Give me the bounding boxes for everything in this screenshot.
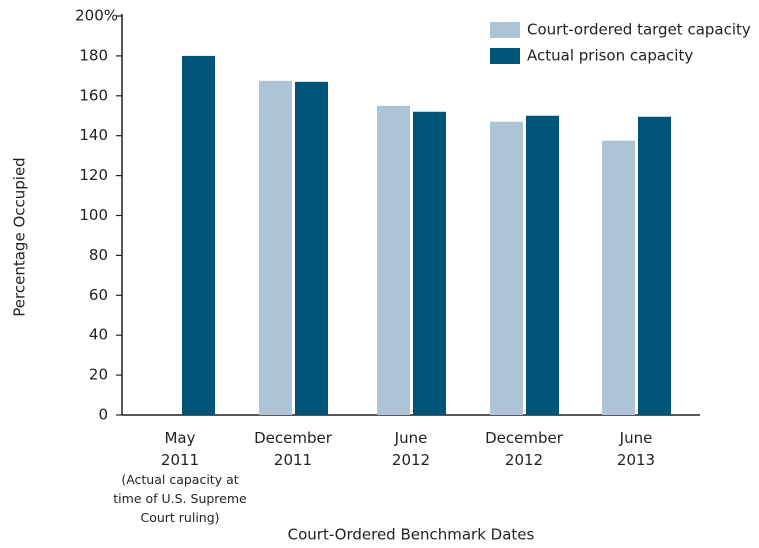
legend-swatch: [490, 48, 520, 64]
bar: [295, 81, 328, 416]
bar: [638, 116, 671, 415]
x-tick-label: December 2011: [254, 429, 333, 469]
bar: [259, 80, 292, 416]
bar: [490, 121, 523, 416]
y-tick-label: 100: [79, 206, 108, 224]
legend-swatch: [490, 22, 520, 38]
legend-label: Court-ordered target capacity: [527, 21, 751, 39]
x-axis-label: Court-Ordered Benchmark Dates: [288, 526, 535, 544]
legend-label: Actual prison capacity: [527, 47, 693, 65]
y-tick-label: 20: [89, 366, 108, 384]
x-tick-label: May 2011: [161, 429, 199, 469]
y-tick-label: 60: [89, 286, 108, 304]
bar: [602, 140, 635, 415]
y-tick-label: 40: [89, 326, 108, 344]
x-tick-label: June 2013: [617, 429, 655, 469]
y-tick-label: 80: [89, 246, 108, 264]
y-tick-label: 0: [98, 406, 108, 424]
y-tick-label: 180: [79, 46, 108, 64]
bar: [526, 115, 559, 415]
y-axis-label: Percentage Occupied: [11, 157, 29, 316]
y-tick-label: 120: [79, 166, 108, 184]
y-tick-label: 140: [79, 126, 108, 144]
bar: [377, 105, 410, 416]
bar: [413, 111, 446, 415]
y-tick-label: 200%: [75, 7, 118, 25]
y-tick-label: 160: [79, 86, 108, 104]
bar: [182, 55, 215, 416]
category-note: (Actual capacity at time of U.S. Supreme…: [113, 472, 247, 525]
x-tick-label: December 2012: [485, 429, 564, 469]
x-tick-label: June 2012: [392, 429, 430, 469]
